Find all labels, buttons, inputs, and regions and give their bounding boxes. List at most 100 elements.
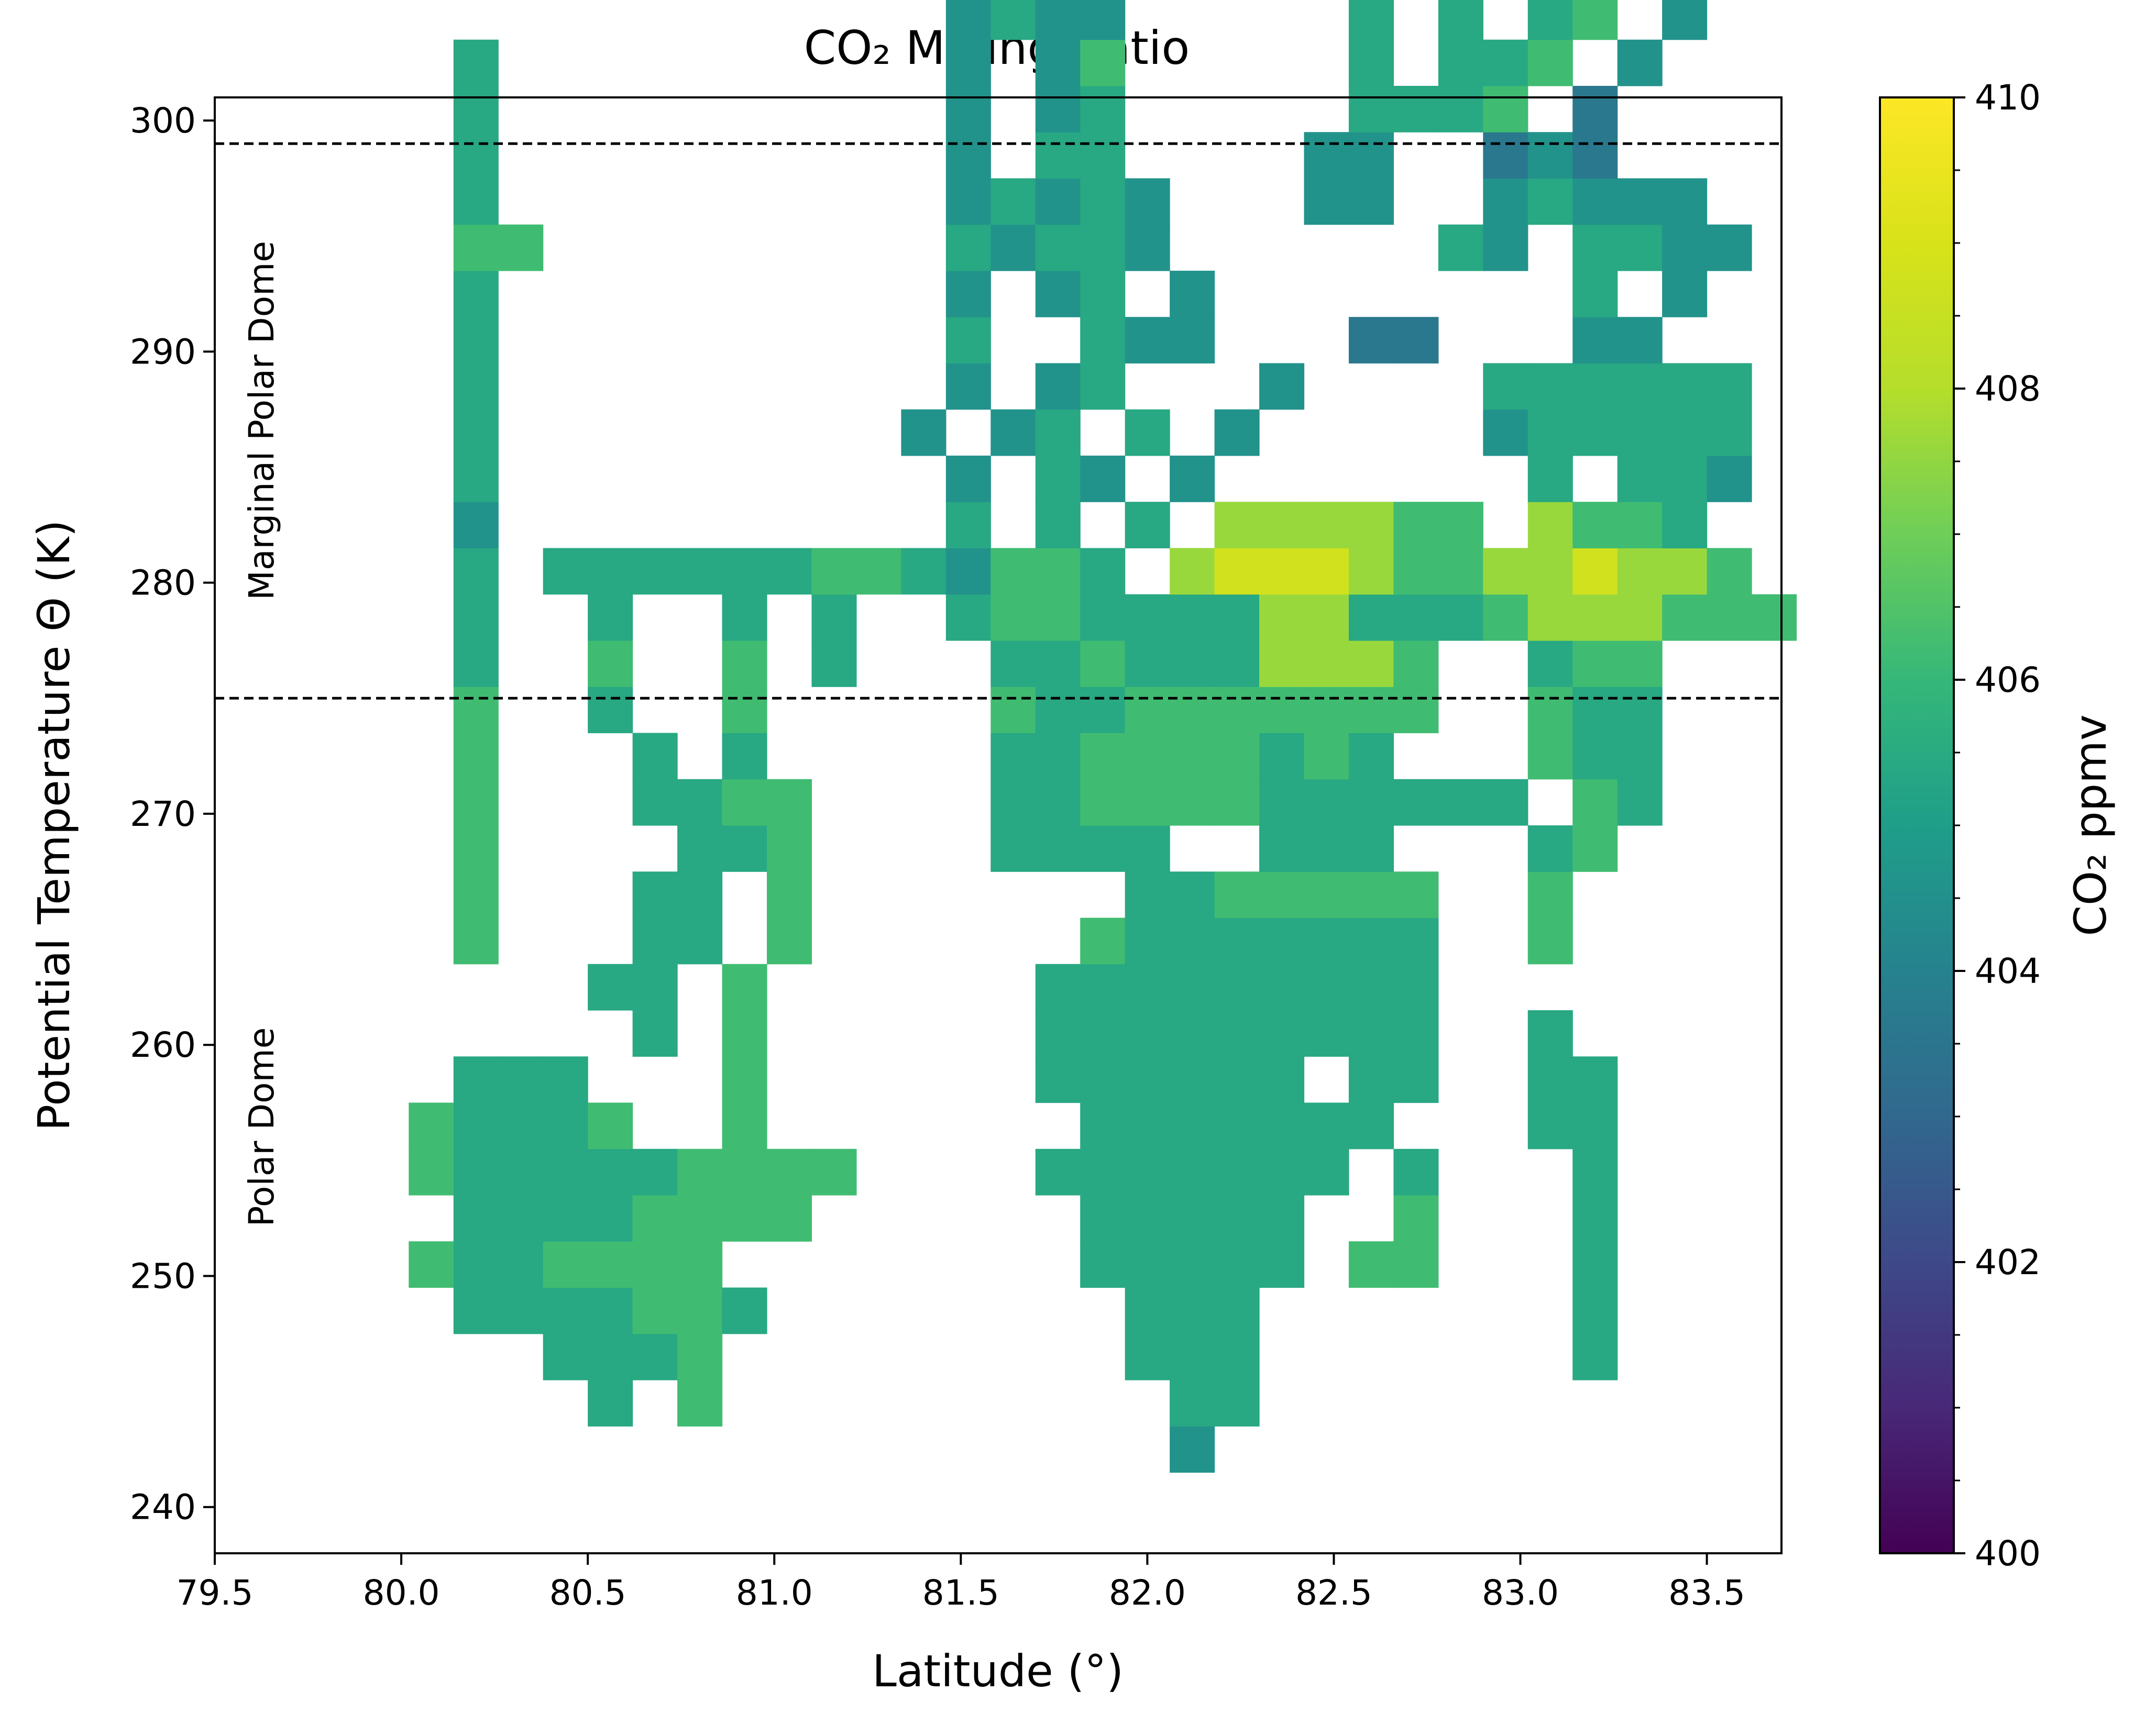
heatmap-cell xyxy=(1035,409,1081,456)
heatmap-cell xyxy=(677,1195,723,1242)
heatmap-cell xyxy=(1617,548,1663,595)
heatmap-cell xyxy=(1483,132,1528,179)
heatmap-cell xyxy=(632,1148,678,1196)
heatmap-cell xyxy=(1438,779,1483,826)
heatmap-cell xyxy=(901,409,947,456)
heatmap-cell xyxy=(632,871,678,919)
heatmap-cell xyxy=(1527,1102,1573,1150)
heatmap-cell xyxy=(409,1148,454,1196)
heatmap-cell xyxy=(1662,455,1708,502)
heatmap-cell xyxy=(1304,687,1349,734)
heatmap-cell xyxy=(811,594,857,641)
heatmap-cell xyxy=(991,825,1036,872)
heatmap-cell xyxy=(1304,1148,1349,1196)
heatmap-cell xyxy=(1214,548,1260,595)
heatmap-cell xyxy=(1035,594,1081,641)
heatmap-cell xyxy=(1617,363,1663,410)
heatmap-cell xyxy=(1304,178,1349,225)
heatmap-cell xyxy=(1572,224,1618,271)
heatmap-cell xyxy=(1348,964,1394,1011)
heatmap-cell xyxy=(1035,1148,1081,1196)
heatmap-cell xyxy=(1527,1010,1573,1057)
plot-frame xyxy=(214,96,1783,1554)
heatmap-cell xyxy=(1527,1056,1573,1103)
heatmap-cell xyxy=(1527,548,1573,595)
heatmap-cell xyxy=(1438,0,1483,40)
heatmap-cell xyxy=(1438,85,1483,132)
heatmap-cell xyxy=(1393,1056,1439,1103)
heatmap-cell xyxy=(1617,39,1663,86)
heatmap-cell xyxy=(1393,687,1439,734)
heatmap-cell xyxy=(1125,964,1170,1011)
heatmap-cell xyxy=(1170,1380,1215,1427)
heatmap-cell xyxy=(1483,409,1528,456)
heatmap-cell xyxy=(811,548,857,595)
heatmap-cell xyxy=(1393,502,1439,549)
heatmap-cell xyxy=(588,1195,633,1242)
heatmap-cell xyxy=(1348,39,1394,86)
heatmap-cell xyxy=(1214,1333,1260,1380)
heatmap-cell xyxy=(722,964,767,1011)
heatmap-cell xyxy=(1438,39,1483,86)
heatmap-cell xyxy=(945,455,991,502)
heatmap-cell xyxy=(1348,640,1394,687)
heatmap-cell xyxy=(1259,825,1305,872)
heatmap-cell xyxy=(1348,1102,1394,1150)
heatmap-cell xyxy=(1170,964,1215,1011)
heatmap-cell xyxy=(1125,640,1170,687)
heatmap-cell xyxy=(498,1195,544,1242)
heatmap-cell xyxy=(1259,640,1305,687)
heatmap-cell xyxy=(453,317,499,364)
heatmap-cell xyxy=(945,178,991,225)
heatmap-cell xyxy=(1259,1195,1305,1242)
heatmap-cell xyxy=(1125,1056,1170,1103)
heatmap-cell xyxy=(453,1102,499,1150)
heatmap-cell xyxy=(1214,964,1260,1011)
heatmap-cell xyxy=(1572,0,1618,40)
heatmap-cell xyxy=(588,687,633,734)
heatmap-cell xyxy=(1348,594,1394,641)
y-tick-label: 260 xyxy=(130,1025,196,1065)
heatmap-cell xyxy=(1617,687,1663,734)
x-tick-label: 83.5 xyxy=(1668,1573,1745,1613)
heatmap-cell xyxy=(1125,1148,1170,1196)
heatmap-cell xyxy=(766,1195,812,1242)
heatmap-cell xyxy=(543,1287,588,1334)
heatmap-cell xyxy=(1348,548,1394,595)
heatmap-cell xyxy=(1572,548,1618,595)
heatmap-cell xyxy=(722,1102,767,1150)
y-tick-label: 240 xyxy=(130,1487,196,1528)
heatmap-cell xyxy=(1080,39,1126,86)
heatmap-cell xyxy=(453,548,499,595)
heatmap-cell xyxy=(1707,224,1752,271)
heatmap-cell xyxy=(1035,687,1081,734)
colorbar-tick-label: 404 xyxy=(1975,951,2041,991)
heatmap-cell xyxy=(1527,455,1573,502)
heatmap-cell xyxy=(991,0,1036,40)
heatmap-cell xyxy=(1080,1148,1126,1196)
heatmap-cell xyxy=(1214,1380,1260,1427)
heatmap-cell xyxy=(1572,1056,1618,1103)
heatmap-cell xyxy=(453,409,499,456)
heatmap-cell xyxy=(1527,39,1573,86)
heatmap-cell xyxy=(1572,594,1618,641)
heatmap-cell xyxy=(1617,733,1663,780)
heatmap-cell xyxy=(1035,270,1081,317)
heatmap-cell xyxy=(1348,918,1394,965)
heatmap-cell xyxy=(1125,825,1170,872)
heatmap-cell xyxy=(722,733,767,780)
heatmap-cell xyxy=(1035,178,1081,225)
heatmap-cell xyxy=(543,548,588,595)
heatmap-cell xyxy=(945,502,991,549)
reference-lines xyxy=(215,142,1781,700)
heatmap-cell xyxy=(1125,594,1170,641)
y-axis-label: Potential Temperature Θ (K) xyxy=(28,520,80,1131)
heatmap-cell xyxy=(1170,918,1215,965)
heatmap-cell xyxy=(1393,85,1439,132)
heatmap-cell xyxy=(1393,1241,1439,1288)
heatmap-cell xyxy=(632,548,678,595)
heatmap-cell xyxy=(1304,640,1349,687)
heatmap-cell xyxy=(453,1148,499,1196)
